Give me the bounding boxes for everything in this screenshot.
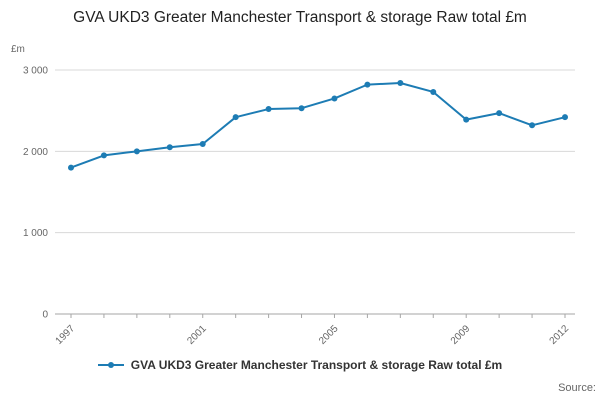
x-tick-label: 2001 (185, 323, 209, 347)
data-point-marker[interactable] (496, 110, 503, 117)
y-tick-label: 1 000 (23, 228, 48, 239)
data-point-marker[interactable] (100, 152, 107, 159)
chart-title: GVA UKD3 Greater Manchester Transport & … (73, 9, 527, 26)
y-axis-unit-label: £m (11, 44, 25, 55)
legend-dot (107, 362, 114, 368)
data-point-marker[interactable] (463, 116, 470, 123)
data-point-marker[interactable] (430, 88, 437, 95)
data-point-marker[interactable] (133, 148, 140, 155)
x-tick-label: 2009 (449, 323, 473, 347)
data-point-marker[interactable] (68, 164, 74, 171)
y-tick-label: 0 (42, 310, 48, 321)
x-tick-label: 2005 (317, 323, 341, 347)
x-tick-label: 1997 (54, 323, 78, 347)
source-label: Source: (558, 382, 596, 394)
data-point-marker[interactable] (529, 122, 536, 129)
data-point-marker[interactable] (331, 95, 338, 102)
data-point-marker[interactable] (199, 141, 206, 148)
y-tick-label: 2 000 (23, 147, 48, 158)
legend-item[interactable]: GVA UKD3 Greater Manchester Transport & … (0, 358, 600, 372)
x-tick-label: 2012 (548, 323, 572, 347)
data-point-marker[interactable] (166, 144, 173, 151)
legend-marker-icon (97, 362, 124, 368)
y-tick-label: 3 000 (23, 66, 48, 77)
series-line (70, 82, 566, 169)
data-point-marker[interactable] (265, 106, 272, 113)
data-point-marker[interactable] (364, 81, 371, 88)
legend-label: GVA UKD3 Greater Manchester Transport & … (130, 358, 503, 372)
plot-area: 0 1 000 2 000 3 000 1997 2001 2005 2009 2012 (23, 66, 575, 347)
data-point-marker[interactable] (298, 105, 305, 112)
data-point-marker[interactable] (397, 80, 404, 87)
data-point-marker[interactable] (232, 114, 239, 121)
data-point-marker[interactable] (562, 114, 568, 121)
